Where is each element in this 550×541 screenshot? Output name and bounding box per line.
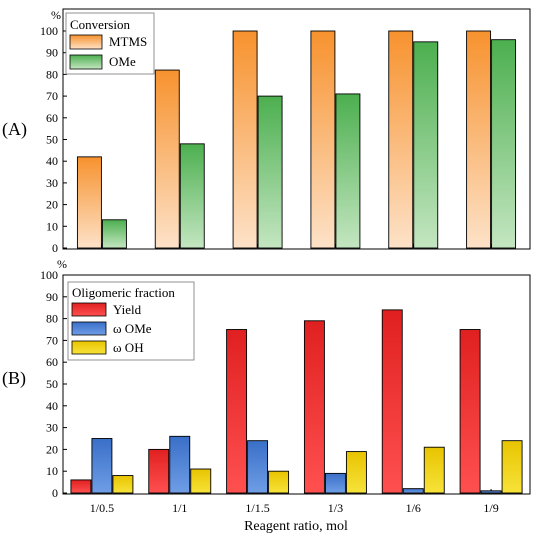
panel-a-y-tick-label: 20 [46, 198, 58, 212]
panel-b-bar-yield-1 [148, 448, 170, 494]
panel-a-bar-mtms-2 [232, 30, 258, 249]
panel-a-unit-label: % [51, 8, 61, 22]
panel-a-y-tick-label: 50 [46, 133, 58, 147]
panel-a-x-axis [101, 244, 492, 248]
panel-b-y-tick-label: 0 [52, 486, 58, 500]
panel-b-y-tick-label: 20 [46, 442, 58, 456]
legend-label-yield: Yield [113, 302, 142, 317]
panel-b-x-tick-label: 1/0.5 [90, 501, 114, 515]
panel-b: (B) % 0 10 20 30 40 50 60 70 80 90 100 1/0.5 1/1 1/1… [2, 257, 531, 515]
panel-b-y-tick-label: 60 [46, 355, 58, 369]
panel-b-bars [70, 309, 523, 494]
legend-swatch-ome [69, 54, 103, 70]
panel-a: (A) % 0 10 20 30 40 50 60 70 80 90 100 Conversion … [2, 8, 531, 255]
x-axis-title: Reagent ratio, mol [244, 519, 348, 534]
legend-swatch-yield [71, 302, 107, 317]
panel-a-bar-mtms-5 [466, 30, 492, 249]
panel-a-bar-ome-1 [179, 143, 205, 249]
panel-b-x-tick-label: 1/6 [406, 501, 421, 515]
panel-b-bar--oh-4 [423, 446, 445, 494]
panel-a-plot-frame [62, 8, 531, 250]
panel-b-y-tick-label: 10 [46, 464, 58, 478]
panel-b-bar--oh-0 [112, 475, 134, 494]
panel-b-legend: Oligomeric fraction Yield ω OMe ω OH [67, 281, 195, 361]
panel-a-y-tick-label: 60 [46, 111, 58, 125]
legend-label-mtms: MTMS [109, 34, 147, 49]
panel-a-y-tick-label: 90 [46, 46, 58, 60]
panel-a-bar-ome-4 [413, 41, 439, 249]
panel-a-bar-mtms-0 [76, 156, 102, 249]
panel-b-bar--oh-2 [268, 470, 290, 494]
panel-b-y-tick-label: 70 [46, 333, 58, 347]
panel-a-y-tick-label: 40 [46, 154, 58, 168]
panel-b-y-tick-label: 90 [46, 290, 58, 304]
panel-b-y-tick-label: 100 [40, 268, 58, 282]
panel-b-bar--ome-5 [480, 490, 502, 494]
panel-b-x-tick-label: 1/1.5 [245, 501, 269, 515]
panel-b-y-tick-label: 40 [46, 399, 58, 413]
panel-b-bar-yield-5 [459, 329, 481, 494]
legend-label-ome: OMe [109, 54, 136, 69]
legend-swatch-mtms [69, 34, 103, 50]
panel-b-bar--ome-1 [169, 435, 191, 494]
panel-b-y-tick-label: 50 [46, 377, 58, 391]
panel-b-x-axis: 1/0.5 1/1 1/1.5 1/3 1/6 1/9 [90, 489, 499, 515]
panel-a-legend: Conversion MTMS OMe [65, 12, 155, 75]
panel-b-x-tick-label: 1/3 [328, 501, 343, 515]
panel-a-legend-title: Conversion [70, 17, 130, 32]
panel-b-legend-title: Oligomeric fraction [72, 285, 175, 300]
panel-b-label: (B) [2, 368, 26, 389]
panel-b-bar-yield-0 [70, 479, 92, 494]
panel-a-y-tick-label: 10 [46, 219, 58, 233]
panel-a-bar-ome-0 [101, 219, 127, 249]
panel-b-bar--oh-1 [190, 468, 212, 494]
panel-a-bar-mtms-3 [310, 30, 336, 249]
panel-a-bar-ome-3 [335, 93, 361, 249]
panel-a-y-tick-label: 100 [40, 24, 58, 38]
panel-b-x-tick-label: 1/9 [483, 501, 498, 515]
panel-b-unit-label: % [57, 257, 67, 271]
legend-label-omega-ome: ω OMe [113, 321, 152, 336]
panel-a-label: (A) [2, 119, 27, 140]
panel-a-y-tick-label: 0 [52, 241, 58, 255]
panel-a-y-axis: 0 10 20 30 40 50 60 70 80 90 100 [40, 24, 67, 255]
panel-a-y-tick-label: 70 [46, 89, 58, 103]
panel-a-bar-mtms-1 [154, 69, 180, 249]
panel-b-bar--oh-5 [501, 440, 523, 494]
panel-b-y-axis: 0 10 20 30 40 50 60 70 80 90 100 [40, 268, 67, 500]
panel-b-bar--ome-2 [247, 440, 269, 494]
panel-b-bar--oh-3 [345, 451, 367, 494]
panel-b-bar-yield-4 [381, 309, 403, 494]
panel-b-y-tick-label: 30 [46, 421, 58, 435]
panel-b-y-tick-label: 80 [46, 312, 58, 326]
panel-b-x-tick-label: 1/1 [172, 501, 187, 515]
panel-a-y-tick-label: 80 [46, 67, 58, 81]
panel-b-bar-yield-2 [226, 329, 248, 494]
legend-swatch-omega-ome [71, 321, 107, 336]
panel-a-bar-mtms-4 [388, 30, 414, 249]
panel-a-bar-ome-5 [491, 39, 517, 249]
panel-b-bar--ome-4 [402, 488, 424, 494]
legend-label-omega-oh: ω OH [113, 340, 144, 355]
panel-a-bar-ome-2 [257, 95, 283, 249]
panel-b-bar--ome-0 [91, 438, 113, 494]
panel-b-bar--ome-3 [324, 472, 346, 494]
panel-a-bars [76, 30, 517, 249]
legend-swatch-omega-oh [71, 340, 107, 355]
panel-b-bar-yield-3 [303, 320, 325, 494]
panel-a-y-tick-label: 30 [46, 176, 58, 190]
